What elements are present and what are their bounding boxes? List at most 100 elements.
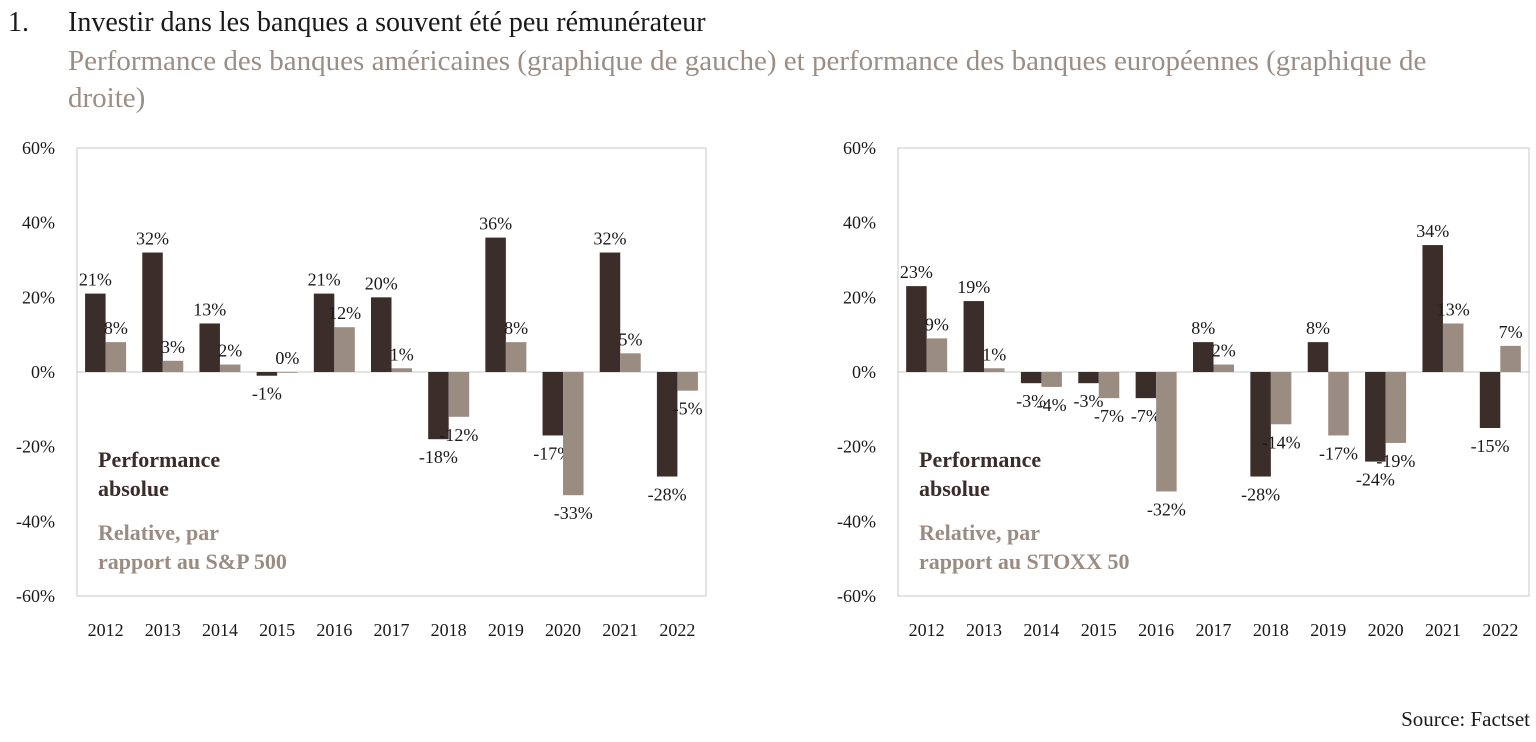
chart1-data-label-relative: 3% <box>161 337 185 357</box>
chart1-data-label-relative: 8% <box>504 318 528 338</box>
chart1-data-label-absolute: 13% <box>193 299 226 319</box>
chart2-y-tick-label: -40% <box>837 511 876 531</box>
chart1-bar-relative <box>391 368 412 372</box>
chart1-data-label-absolute: -17% <box>533 443 572 463</box>
chart2-y-tick-label: 0% <box>852 362 876 382</box>
chart2-bar-relative <box>1041 372 1062 387</box>
chart2-data-label-absolute: 34% <box>1416 221 1449 241</box>
chart1-bar-relative <box>448 372 470 417</box>
chart2-x-tick-label: 2022 <box>1482 620 1518 640</box>
chart2-y-tick-label: 40% <box>843 213 876 233</box>
chart1-bar-relative <box>105 342 127 372</box>
chart2-x-tick-label: 2018 <box>1253 620 1289 640</box>
chart2-data-label-absolute: 23% <box>900 262 933 282</box>
chart-subtitle: Performance des banques américaines (gra… <box>68 45 1427 114</box>
chart2-bar-absolute <box>1422 245 1443 372</box>
chart1-y-tick-label: 20% <box>22 287 55 307</box>
chart1-data-label-relative: 1% <box>390 344 414 364</box>
chart2-x-tick-label: 2015 <box>1081 620 1117 640</box>
chart1-y-tick-label: -20% <box>16 437 55 457</box>
chart1-x-tick-label: 2013 <box>145 620 181 640</box>
chart1-legend-absolute-label: absolue <box>98 476 169 501</box>
chart2-bar-absolute <box>1479 372 1501 428</box>
chart2-data-label-absolute: -3% <box>1074 391 1104 411</box>
chart1-bar-absolute <box>256 372 278 376</box>
chart1-data-label-relative: -5% <box>673 399 703 419</box>
chart2-data-label-relative: -17% <box>1319 443 1358 463</box>
chart1-x-tick-label: 2018 <box>431 620 467 640</box>
chart1-data-label-relative: 0% <box>275 348 299 368</box>
chart1-bar-relative <box>620 353 641 372</box>
figure-number: 1. <box>8 7 29 38</box>
chart2-bar-relative <box>1500 345 1521 372</box>
chart1-data-label-relative: 5% <box>618 329 642 349</box>
chart2-bar-relative <box>1156 372 1177 492</box>
chart2-y-tick-label: 60% <box>843 138 876 158</box>
chart1-x-tick-label: 2015 <box>259 620 295 640</box>
chart1-x-tick-label: 2017 <box>374 620 410 640</box>
chart1-bar-relative <box>162 360 184 372</box>
chart1-y-tick-label: 40% <box>22 213 55 233</box>
chart1-data-label-relative: 2% <box>218 341 242 361</box>
chart2-bar-absolute <box>963 301 985 372</box>
chart2-bar-relative <box>926 338 948 372</box>
chart1-x-tick-label: 2022 <box>659 620 695 640</box>
chart2-bar-relative <box>1213 364 1234 372</box>
chart2-y-tick-label: -60% <box>837 586 876 606</box>
chart2-x-tick-label: 2014 <box>1023 620 1059 640</box>
chart1-x-tick-label: 2020 <box>545 620 581 640</box>
chart2-data-label-absolute: 19% <box>957 277 990 297</box>
chart2-data-label-absolute: -24% <box>1356 470 1395 490</box>
chart1-data-label-relative: -33% <box>554 503 593 523</box>
chart2-data-label-relative: 2% <box>1212 341 1236 361</box>
chart2-y-tick-label: 20% <box>843 287 876 307</box>
chart1-bar-relative <box>677 372 698 391</box>
chart2-x-tick-label: 2020 <box>1368 620 1404 640</box>
chart2-data-label-relative: -32% <box>1147 499 1186 519</box>
chart1-x-tick-label: 2019 <box>488 620 524 640</box>
chart2-legend-relative-label: rapport au STOXX 50 <box>919 549 1129 574</box>
chart2-x-tick-label: 2021 <box>1425 620 1461 640</box>
chart2-bar-absolute <box>1135 372 1157 399</box>
chart1-data-label-absolute: -18% <box>419 447 458 467</box>
chart1-data-label-absolute: 36% <box>479 214 512 234</box>
chart2-data-label-relative: 9% <box>925 314 949 334</box>
chart2-legend-absolute-label: absolue <box>919 476 990 501</box>
chart1-y-tick-label: -40% <box>16 511 55 531</box>
chart1-data-label-relative: -12% <box>439 425 478 445</box>
chart1-bar-relative <box>334 327 355 372</box>
chart2-bar-relative <box>1385 372 1407 443</box>
chart2-bar-relative <box>1270 372 1292 425</box>
chart1-bar-absolute <box>313 293 335 372</box>
chart1-legend-relative-label: rapport au S&P 500 <box>98 549 287 574</box>
chart1-bar-relative <box>563 372 584 496</box>
chart2-y-tick-label: -20% <box>837 437 876 457</box>
chart2-x-tick-label: 2017 <box>1196 620 1232 640</box>
chart1-x-tick-label: 2012 <box>88 620 124 640</box>
chart2-data-label-absolute: -28% <box>1241 485 1280 505</box>
chart1-legend-absolute-label: Performance <box>98 447 220 472</box>
chart2-bar-absolute <box>1193 342 1214 372</box>
chart2-bar-absolute <box>1365 372 1386 462</box>
chart1-y-tick-label: 0% <box>31 362 55 382</box>
chart1-bar-relative <box>505 342 527 372</box>
chart2-data-label-absolute: 8% <box>1191 318 1215 338</box>
chart2-legend-absolute-label: Performance <box>919 447 1041 472</box>
chart2-legend-relative-label: Relative, par <box>919 520 1040 545</box>
chart2-bar-absolute <box>1307 342 1329 372</box>
chart1-data-label-relative: 12% <box>328 303 361 323</box>
chart2-bar-absolute <box>1078 372 1099 384</box>
chart1-bar-absolute <box>428 372 449 440</box>
chart1-data-label-absolute: -1% <box>252 384 282 404</box>
chart1-data-label-absolute: 32% <box>593 229 626 249</box>
chart2-data-label-relative: 1% <box>982 344 1006 364</box>
chart2-bar-absolute <box>906 286 927 372</box>
chart1-bar-absolute <box>199 323 220 372</box>
chart2-bar-relative <box>1442 323 1464 372</box>
chart2-data-label-relative: -4% <box>1037 395 1067 415</box>
chart2-x-tick-label: 2013 <box>966 620 1002 640</box>
chart2-data-label-relative: 13% <box>1437 299 1470 319</box>
chart2-x-tick-label: 2019 <box>1310 620 1346 640</box>
chart1-bar-absolute <box>85 293 106 372</box>
chart1-x-tick-label: 2016 <box>316 620 352 640</box>
